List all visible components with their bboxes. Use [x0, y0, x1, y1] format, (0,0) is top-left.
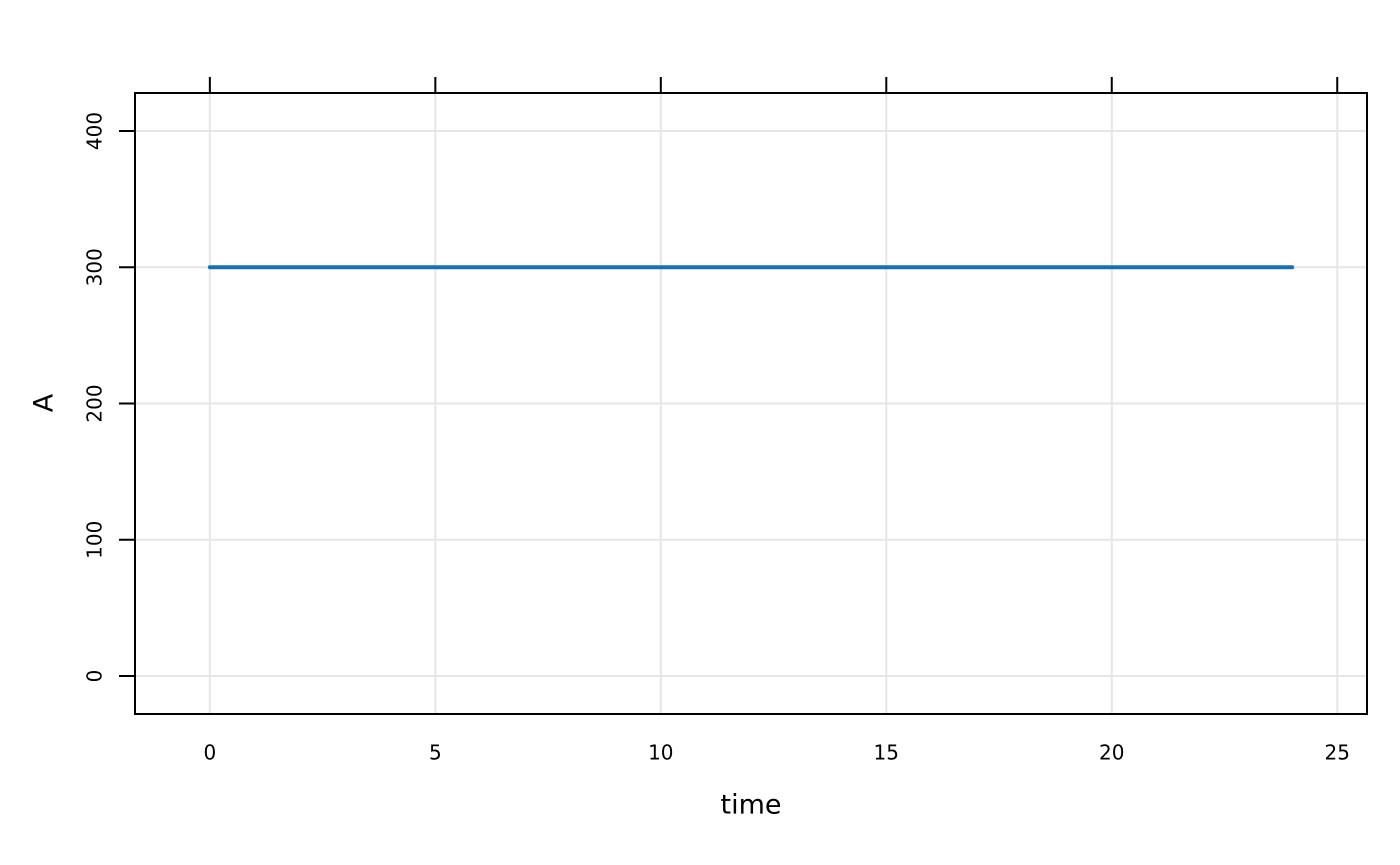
y-tick-label: 0: [83, 670, 107, 683]
x-tick-label: 25: [1325, 741, 1350, 765]
x-tick-label: 15: [874, 741, 899, 765]
y-tick-label: 400: [83, 112, 107, 150]
y-tick-label: 100: [83, 521, 107, 559]
x-tick-label: 0: [203, 741, 216, 765]
plot-frame: [134, 92, 1368, 715]
x-axis-title: time: [720, 790, 781, 821]
y-tick-label: 300: [83, 248, 107, 286]
y-tick-label: 200: [83, 384, 107, 422]
x-tick-label: 20: [1099, 741, 1124, 765]
x-tick-label: 5: [429, 741, 442, 765]
x-tick-label: 10: [648, 741, 673, 765]
y-axis-title: A: [29, 393, 60, 412]
